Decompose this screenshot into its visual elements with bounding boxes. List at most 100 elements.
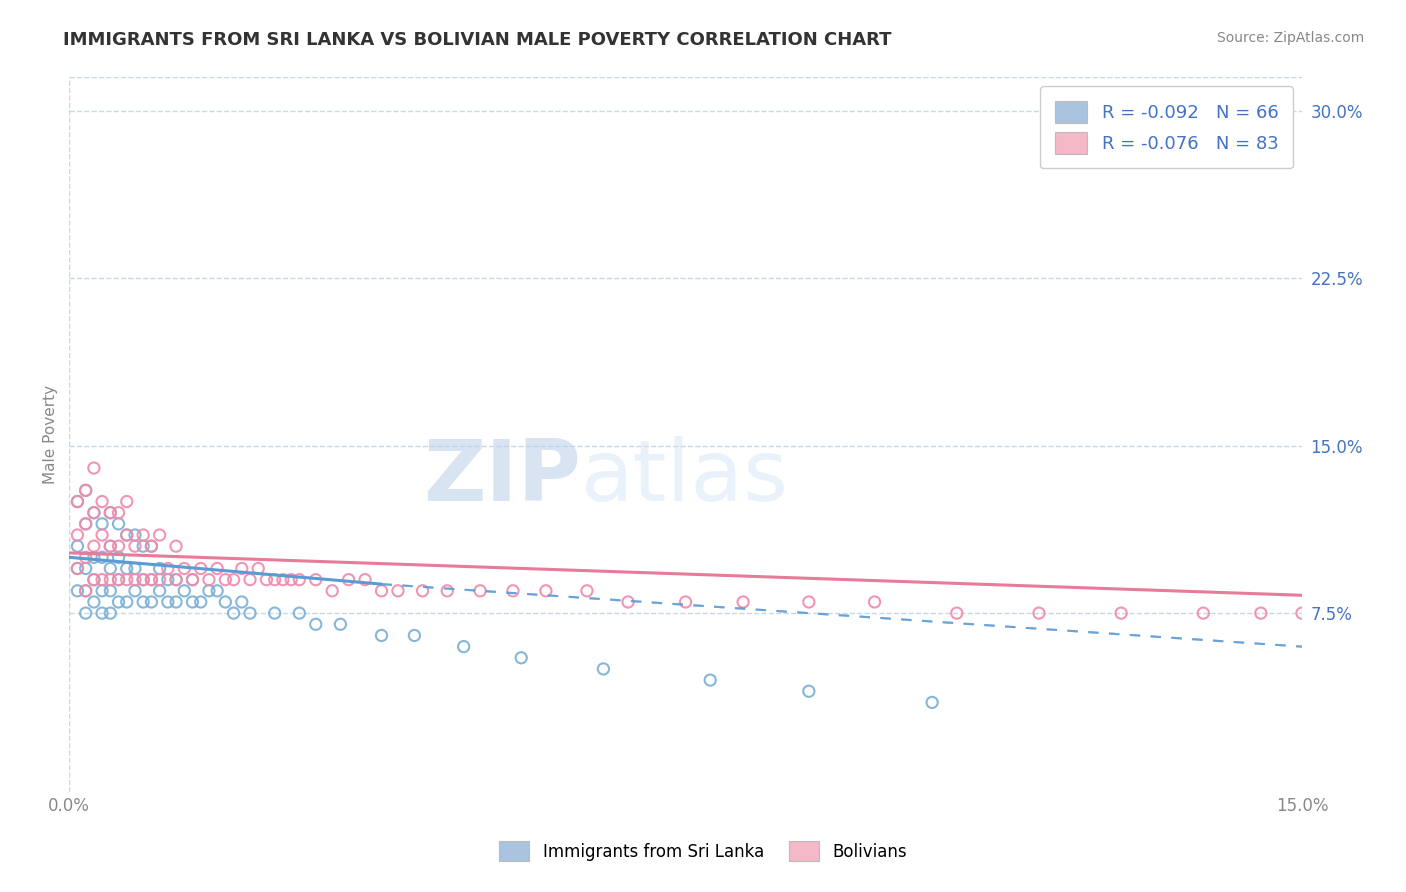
Point (797, 684, 820, 698)
Point (1192, 606, 1215, 620)
Point (98, 539, 121, 553)
Point (231, 595, 253, 609)
Point (83, 506, 105, 520)
Point (83, 539, 105, 553)
Point (370, 628, 392, 642)
Point (165, 539, 187, 553)
Point (181, 573, 204, 587)
Point (66, 494, 89, 508)
Point (354, 573, 377, 587)
Point (198, 583, 221, 598)
Point (329, 617, 352, 632)
Point (205, 561, 228, 575)
Point (91, 606, 114, 620)
Point (404, 628, 426, 642)
Point (156, 561, 179, 575)
Point (66, 561, 89, 575)
Point (1372, 617, 1395, 632)
Point (280, 573, 302, 587)
Point (1398, 617, 1406, 632)
Point (124, 573, 146, 587)
Point (75, 516, 97, 531)
Point (436, 583, 458, 598)
Point (165, 573, 187, 587)
Point (75, 516, 97, 531)
Point (115, 528, 138, 542)
Point (1250, 606, 1272, 620)
Point (83, 550, 105, 565)
Point (75, 483, 97, 498)
Point (124, 528, 146, 542)
Point (797, 595, 820, 609)
Point (181, 573, 204, 587)
Point (83, 573, 105, 587)
Point (921, 695, 943, 709)
Point (149, 528, 172, 542)
Point (124, 583, 146, 598)
Point (149, 561, 172, 575)
Point (107, 550, 129, 565)
Point (141, 573, 163, 587)
Point (412, 583, 434, 598)
Point (115, 573, 138, 587)
Point (98, 506, 121, 520)
Point (699, 673, 721, 687)
Point (91, 494, 114, 508)
Legend: R = -0.092   N = 66, R = -0.076   N = 83: R = -0.092 N = 66, R = -0.076 N = 83 (1040, 87, 1294, 169)
Text: ZIP: ZIP (423, 436, 581, 519)
Point (1028, 606, 1050, 620)
Point (239, 606, 262, 620)
Point (91, 516, 114, 531)
Point (1291, 606, 1313, 620)
Point (98, 606, 121, 620)
Point (141, 595, 163, 609)
Point (91, 528, 114, 542)
Point (132, 539, 155, 553)
Point (98, 561, 121, 575)
Point (534, 583, 557, 598)
Point (863, 595, 886, 609)
Point (173, 583, 195, 598)
Point (98, 506, 121, 520)
Point (370, 583, 392, 598)
Point (98, 583, 121, 598)
Point (239, 573, 262, 587)
Point (271, 573, 294, 587)
Point (321, 583, 343, 598)
Text: Source: ZipAtlas.com: Source: ZipAtlas.com (1216, 31, 1364, 45)
Point (91, 583, 114, 598)
Point (214, 573, 236, 587)
Point (288, 573, 311, 587)
Point (453, 640, 475, 654)
Point (83, 461, 105, 475)
Point (575, 583, 598, 598)
Point (115, 494, 138, 508)
Point (305, 617, 328, 632)
Point (141, 539, 163, 553)
Point (91, 550, 114, 565)
Point (592, 662, 614, 676)
Point (149, 573, 172, 587)
Point (75, 550, 97, 565)
Point (945, 606, 967, 620)
Point (165, 573, 187, 587)
Point (141, 539, 163, 553)
Point (288, 606, 311, 620)
Text: atlas: atlas (581, 436, 789, 519)
Point (190, 595, 212, 609)
Point (98, 573, 121, 587)
Point (83, 506, 105, 520)
Point (222, 573, 245, 587)
Point (66, 561, 89, 575)
Point (190, 561, 212, 575)
Point (263, 606, 285, 620)
Point (231, 561, 253, 575)
Point (214, 595, 236, 609)
Point (733, 595, 755, 609)
Point (98, 539, 121, 553)
Point (1109, 606, 1132, 620)
Point (502, 583, 524, 598)
Point (675, 595, 697, 609)
Y-axis label: Male Poverty: Male Poverty (44, 385, 58, 484)
Point (83, 595, 105, 609)
